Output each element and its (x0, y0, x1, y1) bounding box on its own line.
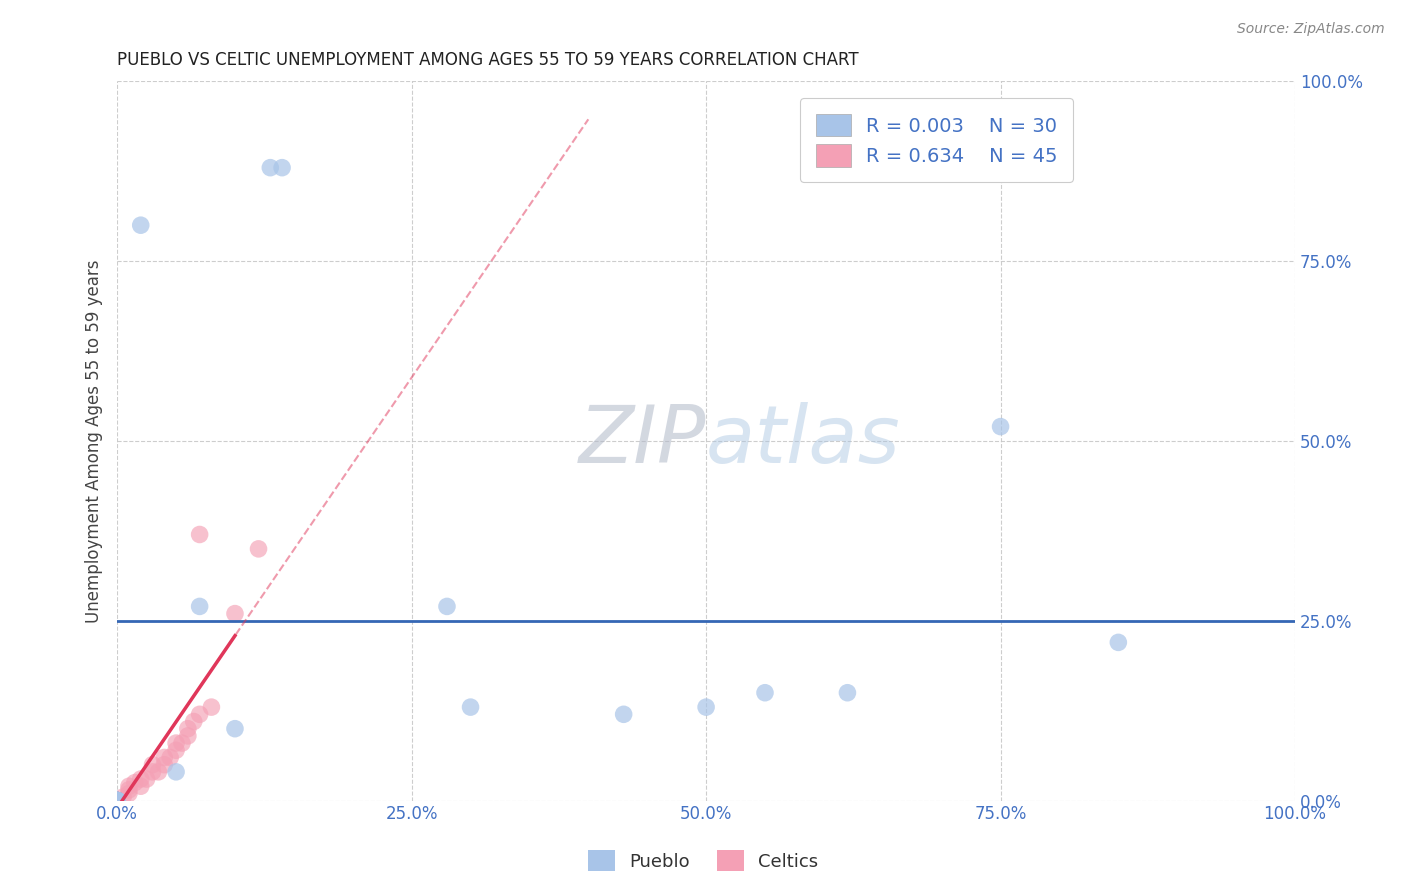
Point (129, 779, 152, 793)
Point (105, 794, 128, 808)
Point (105, 794, 128, 808)
Point (188, 707, 211, 722)
Point (105, 794, 128, 808)
Point (105, 794, 128, 808)
Point (165, 736, 187, 750)
Point (105, 794, 128, 808)
Point (105, 794, 128, 808)
Point (436, 599, 458, 614)
Text: ZIP: ZIP (579, 402, 706, 480)
Point (105, 794, 128, 808)
Point (613, 707, 636, 722)
Point (112, 790, 135, 805)
Point (129, 218, 152, 232)
Point (105, 794, 128, 808)
Point (105, 794, 128, 808)
Point (165, 764, 187, 779)
Point (118, 779, 141, 793)
Point (837, 686, 859, 700)
Point (754, 686, 776, 700)
Point (105, 794, 128, 808)
Point (224, 607, 246, 621)
Point (105, 794, 128, 808)
Point (695, 700, 717, 714)
Point (271, 161, 294, 175)
Point (177, 729, 200, 743)
Y-axis label: Unemployment Among Ages 55 to 59 years: Unemployment Among Ages 55 to 59 years (86, 260, 103, 623)
Point (105, 794, 128, 808)
Point (170, 736, 193, 750)
Point (1107, 635, 1129, 649)
Point (105, 794, 128, 808)
Point (141, 764, 163, 779)
Point (148, 764, 170, 779)
Point (118, 782, 141, 797)
Point (105, 794, 128, 808)
Point (460, 700, 482, 714)
Point (105, 794, 128, 808)
Text: atlas: atlas (706, 402, 901, 480)
Point (105, 794, 128, 808)
Point (105, 794, 128, 808)
Point (990, 419, 1012, 434)
Point (105, 794, 128, 808)
Legend: Pueblo, Celtics: Pueblo, Celtics (581, 843, 825, 879)
Point (159, 750, 181, 764)
Point (105, 794, 128, 808)
Point (105, 794, 128, 808)
Point (165, 743, 187, 757)
Point (105, 794, 128, 808)
Point (105, 794, 128, 808)
Point (129, 772, 152, 786)
Point (105, 794, 128, 808)
Point (124, 775, 146, 789)
Point (183, 714, 205, 729)
Point (224, 722, 246, 736)
Point (105, 794, 128, 808)
Point (153, 750, 176, 764)
Point (105, 794, 128, 808)
Point (247, 541, 270, 556)
Point (105, 794, 128, 808)
Point (105, 794, 128, 808)
Point (105, 794, 128, 808)
Text: Source: ZipAtlas.com: Source: ZipAtlas.com (1237, 22, 1385, 37)
Point (118, 786, 141, 800)
Point (177, 722, 200, 736)
Point (105, 794, 128, 808)
Point (105, 794, 128, 808)
Point (153, 757, 176, 772)
Point (105, 794, 128, 808)
Point (259, 161, 281, 175)
Point (188, 599, 211, 614)
Point (135, 772, 157, 786)
Legend: R = 0.003    N = 30, R = 0.634    N = 45: R = 0.003 N = 30, R = 0.634 N = 45 (800, 98, 1073, 182)
Point (105, 794, 128, 808)
Text: PUEBLO VS CELTIC UNEMPLOYMENT AMONG AGES 55 TO 59 YEARS CORRELATION CHART: PUEBLO VS CELTIC UNEMPLOYMENT AMONG AGES… (117, 51, 859, 69)
Point (105, 794, 128, 808)
Point (141, 757, 163, 772)
Point (105, 794, 128, 808)
Point (188, 527, 211, 541)
Point (105, 794, 128, 808)
Point (105, 794, 128, 808)
Point (200, 700, 222, 714)
